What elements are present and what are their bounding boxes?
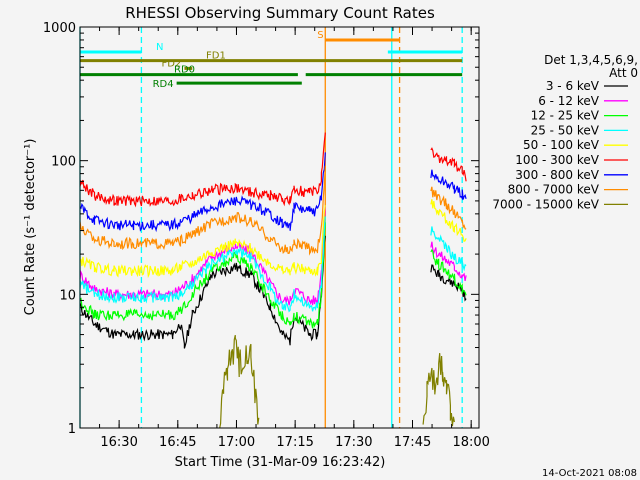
flag-label-rd0: RD0 <box>174 65 195 76</box>
x-axis-label: Start Time (31-Mar-09 16:23:42) <box>175 455 386 470</box>
x-tick-label-2: 17:00 <box>218 435 255 450</box>
series-line-2-part-1 <box>430 249 467 296</box>
series-line-1-part-1 <box>430 241 467 282</box>
legend-header-1: Att 0 <box>609 66 638 80</box>
flag-label-s: S <box>317 30 323 41</box>
series-line-7-part-0 <box>79 165 326 256</box>
legend-entry-0: 3 - 6 keV <box>546 79 600 93</box>
y-tick-label-2: 100 <box>51 155 76 170</box>
series-line-6-part-0 <box>79 152 326 233</box>
y-tick-label-0: 1 <box>68 422 76 437</box>
legend-entry-7: 800 - 7000 keV <box>508 183 600 197</box>
series-line-3-part-0 <box>79 216 326 313</box>
series-line-3-part-1 <box>430 226 467 272</box>
flag-label-n: N <box>156 42 163 53</box>
series-line-5-part-0 <box>79 132 326 208</box>
legend-entry-1: 6 - 12 keV <box>538 94 600 108</box>
series-line-5-part-1 <box>430 147 467 182</box>
legend-entry-6: 300 - 800 keV <box>515 168 599 182</box>
y-axis-label: Count Rate (s⁻¹ detector⁻¹) <box>23 139 38 316</box>
flag-label-fd1: FD1 <box>206 51 226 62</box>
y-tick-label-1: 10 <box>59 288 76 303</box>
flag-label-fd2: FD2 <box>161 58 181 69</box>
series-line-4-part-1 <box>430 199 467 243</box>
series-line-0-part-1 <box>430 264 467 302</box>
footer-timestamp: 14-Oct-2021 08:08 <box>542 468 637 479</box>
legend-entry-4: 50 - 100 keV <box>523 138 600 152</box>
y-tick-label-3: 1000 <box>43 21 76 36</box>
series-line-0-part-0 <box>79 235 326 349</box>
x-tick-label-5: 17:45 <box>394 435 431 450</box>
series-line-8-part-0 <box>219 334 260 429</box>
series-line-2-part-0 <box>79 222 326 329</box>
legend-entry-5: 100 - 300 keV <box>515 153 599 167</box>
legend-header-0: Det 1,3,4,5,6,9, <box>544 53 638 67</box>
chart-title: RHESSI Observing Summary Count Rates <box>125 4 435 22</box>
x-tick-label-3: 17:15 <box>276 435 313 450</box>
flag-label-rd4: RD4 <box>153 79 174 90</box>
series-line-7-part-1 <box>430 186 467 230</box>
plot-frame <box>79 26 480 429</box>
x-tick-label-1: 16:45 <box>159 435 196 450</box>
legend-entry-3: 25 - 50 keV <box>531 123 600 137</box>
legend-entry-8: 7000 - 15000 keV <box>492 197 599 211</box>
legend-entry-2: 12 - 25 keV <box>531 109 600 123</box>
series-line-6-part-1 <box>430 169 467 201</box>
series-line-8-part-1 <box>422 353 455 427</box>
x-tick-label-4: 17:30 <box>335 435 372 450</box>
series-line-4-part-0 <box>79 205 326 279</box>
x-tick-label-0: 16:30 <box>100 435 137 450</box>
x-tick-label-6: 18:00 <box>452 435 489 450</box>
